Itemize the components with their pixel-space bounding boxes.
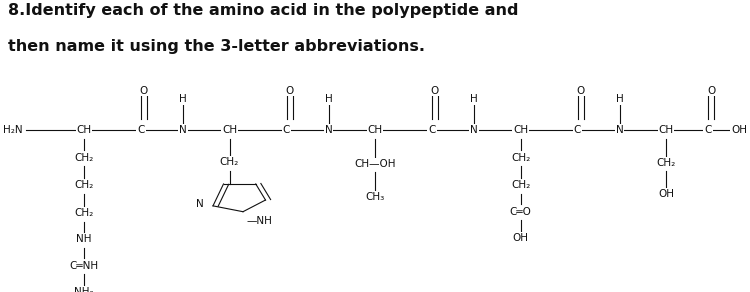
Text: CH₃: CH₃ — [365, 192, 385, 202]
Text: O: O — [576, 86, 585, 95]
Text: N: N — [325, 125, 332, 135]
Text: CH: CH — [76, 125, 92, 135]
Text: C: C — [704, 125, 712, 135]
Text: O: O — [430, 86, 439, 95]
Text: O: O — [140, 86, 148, 95]
Text: NH: NH — [76, 234, 92, 244]
Text: N: N — [196, 199, 204, 209]
Text: H: H — [179, 94, 187, 104]
Text: O: O — [285, 86, 294, 95]
Text: C: C — [137, 125, 145, 135]
Text: H₂N: H₂N — [3, 125, 22, 135]
Text: O: O — [706, 86, 716, 95]
Text: CH: CH — [368, 125, 382, 135]
Text: CH₂: CH₂ — [74, 153, 94, 163]
Text: C═NH: C═NH — [70, 261, 98, 271]
Text: H: H — [470, 94, 478, 104]
Text: CH₂: CH₂ — [74, 180, 94, 190]
Text: C: C — [428, 125, 436, 135]
Text: 8.Identify each of the amino acid in the polypeptide and: 8.Identify each of the amino acid in the… — [8, 3, 518, 18]
Text: C═O: C═O — [509, 207, 532, 217]
Text: OH: OH — [658, 189, 674, 199]
Text: CH: CH — [513, 125, 528, 135]
Text: N: N — [179, 125, 187, 135]
Text: H: H — [325, 94, 332, 104]
Text: OH: OH — [731, 125, 747, 135]
Text: CH₂: CH₂ — [656, 158, 676, 168]
Text: CH: CH — [222, 125, 237, 135]
Text: —NH: —NH — [247, 216, 273, 226]
Text: C: C — [574, 125, 581, 135]
Text: NH₂: NH₂ — [74, 287, 94, 292]
Text: CH: CH — [658, 125, 674, 135]
Text: C: C — [283, 125, 290, 135]
Text: OH: OH — [512, 233, 529, 243]
Text: N: N — [470, 125, 478, 135]
Text: N: N — [616, 125, 623, 135]
Text: CH₂: CH₂ — [220, 157, 239, 167]
Text: CH₂: CH₂ — [511, 180, 530, 190]
Text: CH₂: CH₂ — [74, 208, 94, 218]
Text: CH—OH: CH—OH — [354, 159, 396, 168]
Text: H: H — [616, 94, 623, 104]
Text: CH₂: CH₂ — [511, 153, 530, 163]
Text: then name it using the 3-letter abbreviations.: then name it using the 3-letter abbrevia… — [8, 39, 424, 54]
